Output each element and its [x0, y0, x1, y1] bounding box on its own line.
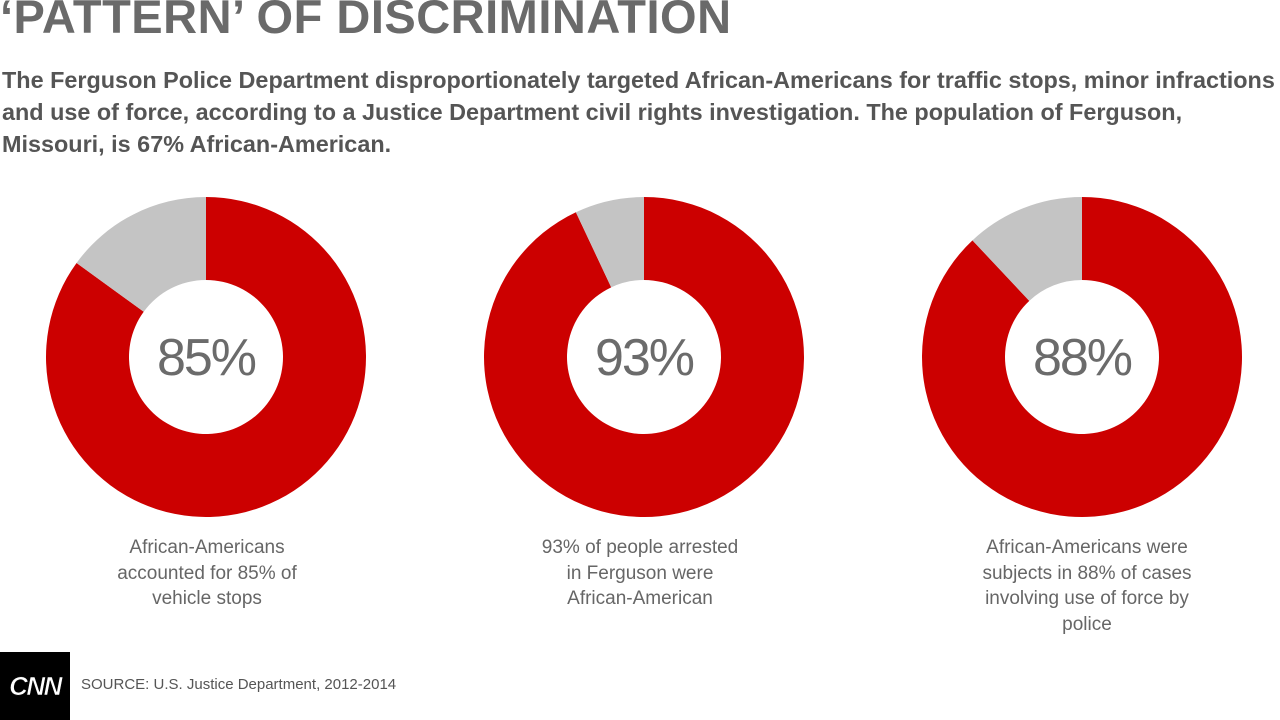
donut-caption-vehicle-stops: African-Americans accounted for 85% of v…: [47, 535, 367, 612]
donut-center-label: 88%: [1033, 329, 1132, 387]
donut-caption-use-of-force: African-Americans were subjects in 88% o…: [927, 535, 1247, 637]
donut-chart-use-of-force: 88%: [922, 197, 1242, 517]
source-note: SOURCE: U.S. Justice Department, 2012-20…: [81, 676, 397, 693]
donut-center-label: 85%: [157, 329, 256, 387]
donut-slices: [46, 197, 366, 517]
caption-text: African-Americans accounted for 85% of v…: [117, 537, 297, 609]
donut-chart-vehicle-stops: 85%: [46, 197, 366, 517]
donut-slice-remainder: [575, 197, 644, 288]
donut-chart-arrests: 93%: [484, 197, 804, 517]
donut-slice-primary: [922, 197, 1242, 517]
cnn-logo: CNN: [0, 652, 70, 720]
donut-slice-primary: [484, 197, 804, 517]
caption-text: 93% of people arrested in Ferguson were …: [541, 537, 739, 609]
donut-center-label: 93%: [595, 329, 694, 387]
donut-slice-primary: [46, 197, 366, 517]
donut-svg: 88%: [922, 197, 1242, 517]
chart-subtitle: The Ferguson Police Department dispropor…: [2, 67, 1275, 157]
donut-svg: 85%: [46, 197, 366, 517]
donut-slice-remainder: [76, 197, 206, 312]
cnn-logo-text: CNN: [9, 670, 63, 701]
donut-slices: [922, 197, 1242, 517]
donut-svg: 93%: [484, 197, 804, 517]
donut-slice-remainder: [972, 197, 1082, 301]
chart-title: ‘PATTERN’ OF DISCRIMINATION: [0, 0, 732, 43]
caption-text: African-Americans were subjects in 88% o…: [982, 537, 1192, 635]
donut-slices: [484, 197, 804, 517]
donut-caption-arrests: 93% of people arrested in Ferguson were …: [480, 535, 800, 612]
